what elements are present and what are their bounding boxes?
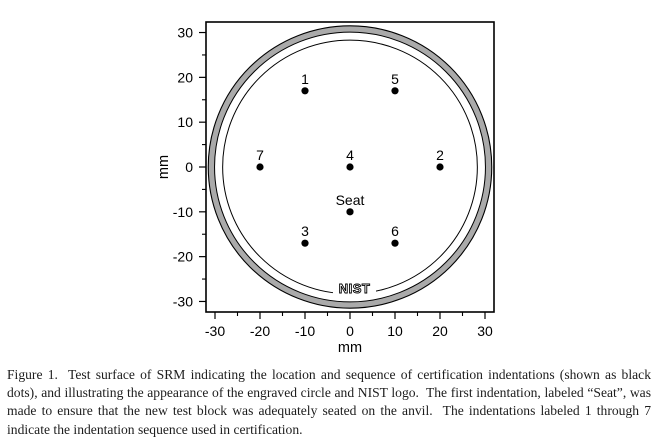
x-tick-label: -20 (250, 323, 270, 339)
data-point-label: 7 (256, 147, 264, 163)
data-point-label: Seat (336, 192, 365, 208)
data-point-label: 4 (346, 147, 354, 163)
nist-logo-mask (333, 282, 376, 295)
y-tick-label: 10 (177, 114, 193, 130)
figure-caption: Figure 1. Test surface of SRM indicating… (7, 367, 655, 437)
x-tick-label: 0 (346, 323, 354, 339)
x-tick-label: -30 (205, 323, 225, 339)
data-point-label: 5 (391, 71, 399, 87)
nist-logo-text: NIST (339, 281, 371, 296)
data-point-label: 3 (301, 223, 309, 239)
data-point-dot (301, 87, 309, 95)
x-tick-label: 30 (477, 323, 493, 339)
x-tick-label: 20 (432, 323, 448, 339)
x-axis-label: mm (338, 340, 362, 356)
data-point-dot (391, 87, 399, 95)
data-point-label: 2 (436, 147, 444, 163)
data-point-label: 6 (391, 223, 399, 239)
data-point-dot (301, 239, 309, 247)
x-tick-label: 10 (387, 323, 403, 339)
data-point-dot (346, 163, 354, 171)
y-axis-label: mm (156, 155, 172, 179)
y-tick-label: -30 (173, 293, 193, 309)
y-tick-label: -20 (173, 249, 193, 265)
y-tick-label: 0 (185, 159, 193, 175)
data-point-label: 1 (301, 71, 309, 87)
y-tick-label: -10 (173, 204, 193, 220)
x-tick-label: -10 (295, 323, 315, 339)
y-tick-label: 20 (177, 69, 193, 85)
data-point-dot (256, 163, 264, 171)
data-point-dot (346, 208, 354, 216)
y-tick-label: 30 (177, 25, 193, 41)
srm-test-surface-plot: NIST -30 -20 -10 0 10 20 30 -30 -20 -10 0 10 20 30 mm mm… (156, 21, 495, 356)
data-point-dot (436, 163, 444, 171)
data-point-dot (391, 239, 399, 247)
